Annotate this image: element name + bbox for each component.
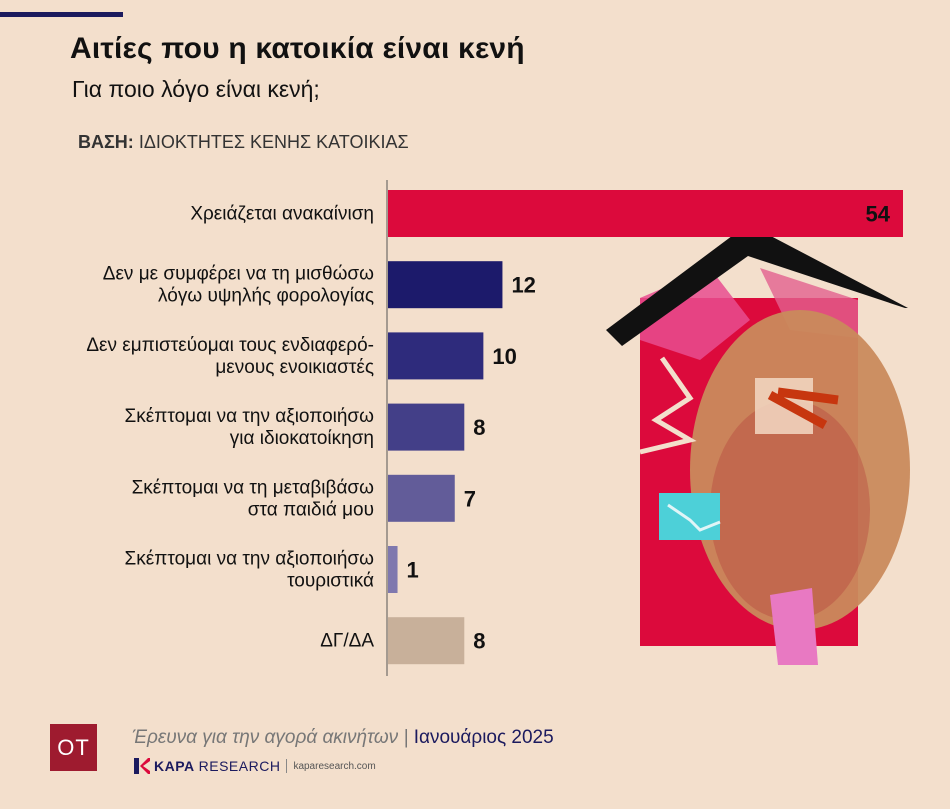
category-label-1: Χρειάζεται ανακαίνιση <box>190 204 374 225</box>
chart-title: Αιτίες που η κατοικία είναι κενή <box>70 32 525 65</box>
value-label-1: 54 <box>866 202 891 227</box>
value-label-3: 10 <box>492 344 516 369</box>
ot-logo: OT <box>50 724 97 771</box>
category-label-4: Σκέπτομαι να την αξιοποιήσω για ιδιοκατοί… <box>125 406 375 449</box>
value-label-6: 1 <box>407 558 419 583</box>
bar-3 <box>388 332 484 380</box>
bar-2 <box>388 261 503 309</box>
pollster-credit: KAPA RESEARCH kaparesearch.com <box>134 757 376 775</box>
base-label: ΒΑΣΗ: <box>78 132 134 152</box>
bars-group: 54 Χρειάζεται ανακαίνιση 12 Δεν με συμφέρει… <box>86 190 903 665</box>
category-label-6: Σκέπτομαι να την αξιοποιήσω τουριστικά <box>125 549 375 592</box>
source-text: Έρευνα για την αγορά ακινήτων | <box>132 727 414 748</box>
pollster-separator <box>286 759 288 773</box>
pollster-name-bold: KAPA <box>154 758 195 774</box>
house-illustration <box>606 224 910 665</box>
base-note: ΒΑΣΗ: ΙΔΙΟΚΤΗΤΕΣ ΚΕΝΗΣ ΚΑΤΟΙΚΙΑΣ <box>78 132 409 153</box>
pollster-name-rest: RESEARCH <box>198 758 281 774</box>
bar-1 <box>388 190 903 237</box>
top-accent-rule <box>0 12 123 17</box>
category-label-2: Δεν με συμφέρει να τη μισθώσω λόγω υψηλής… <box>103 264 374 307</box>
source-line: Έρευνα για την αγορά ακινήτων | Ιανουάρι… <box>132 727 554 749</box>
kapa-logo-icon <box>134 758 150 774</box>
bar-5 <box>388 474 455 522</box>
base-value: ΙΔΙΟΚΤΗΤΕΣ ΚΕΝΗΣ ΚΑΤΟΙΚΙΑΣ <box>138 132 409 152</box>
bar-7 <box>388 617 465 665</box>
chart-subtitle: Για ποιο λόγο είναι κενή; <box>72 76 320 102</box>
value-label-7: 8 <box>473 629 485 654</box>
source-date: Ιανουάριος 2025 <box>413 727 554 748</box>
category-label-3: Δεν εμπιστεύομαι τους ενδιαφερό-μενους ε… <box>86 335 374 378</box>
pollster-url: kaparesearch.com <box>293 760 376 772</box>
value-label-4: 8 <box>473 415 485 440</box>
bar-6 <box>388 546 398 593</box>
bar-4 <box>388 403 465 451</box>
value-label-5: 7 <box>464 486 476 511</box>
category-label-5: Σκέπτομαι να τη μεταβιβάσω στα παιδιά μου <box>132 477 375 520</box>
value-label-2: 12 <box>511 273 535 298</box>
category-label-7: ΔΓ/ΔΑ <box>320 631 374 652</box>
